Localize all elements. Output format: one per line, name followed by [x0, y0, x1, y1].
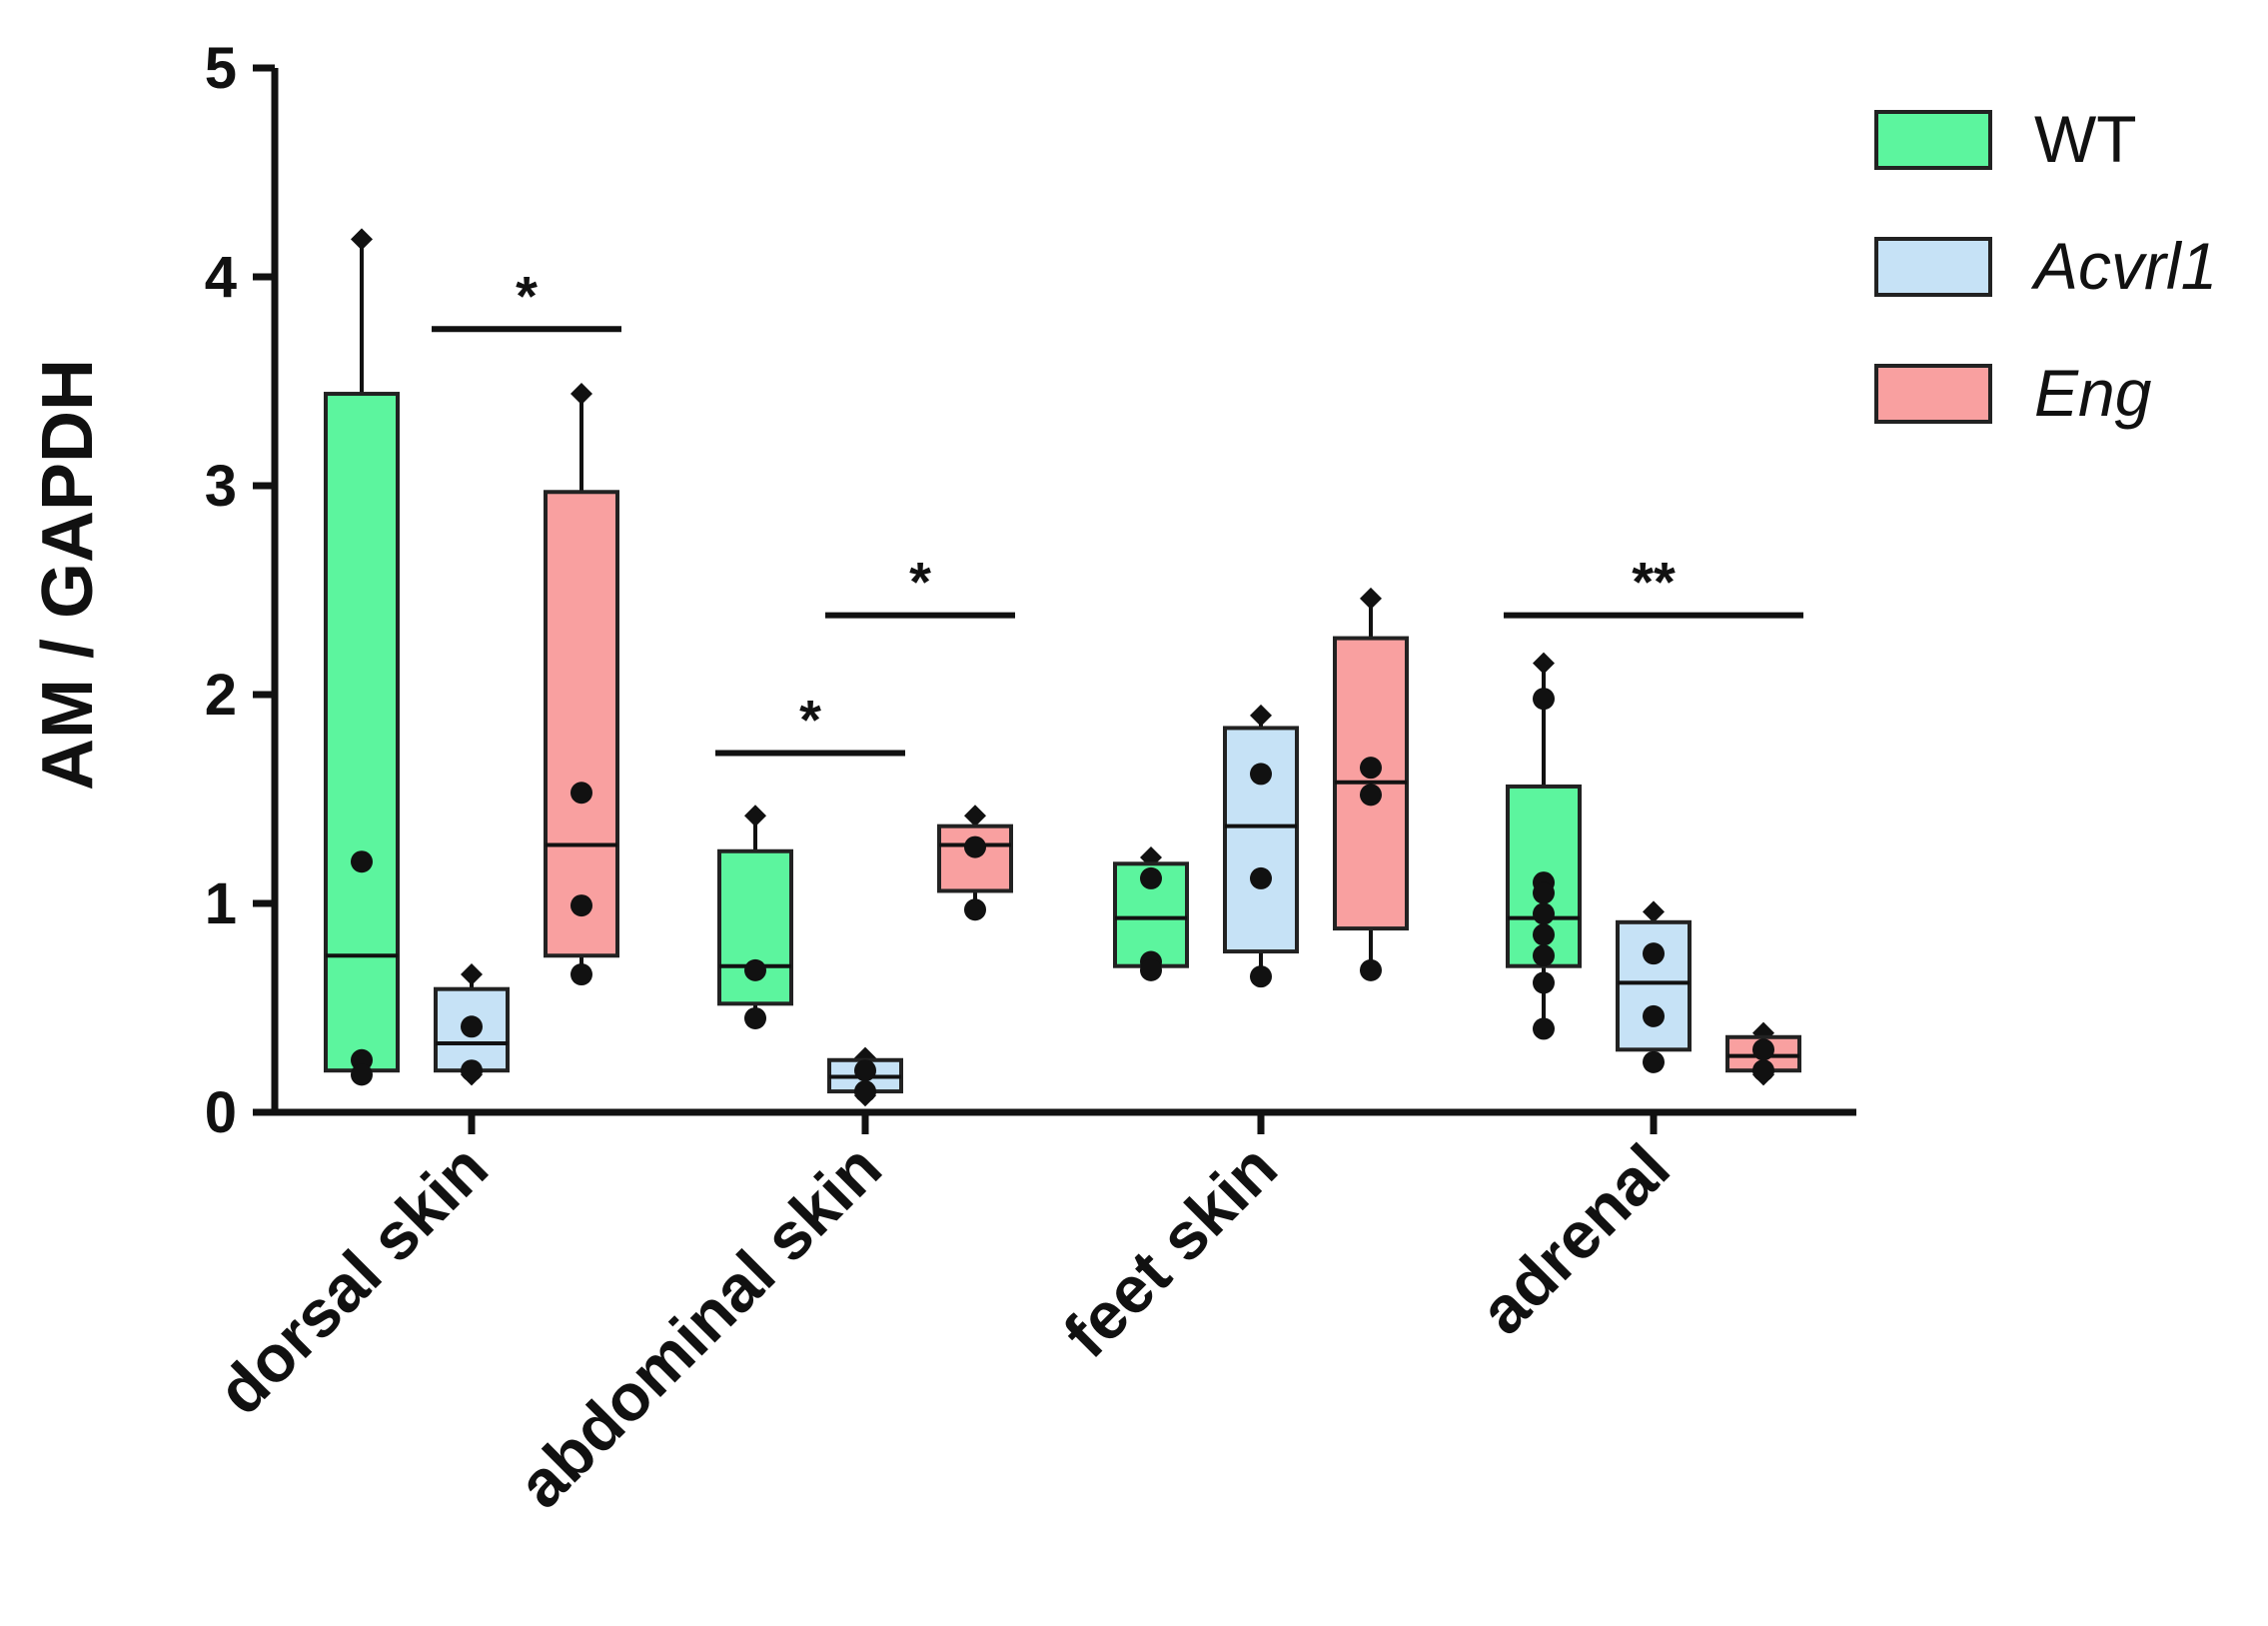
data-point — [1533, 971, 1555, 994]
data-point — [1533, 923, 1555, 946]
whisker-cap — [570, 383, 592, 406]
box-wt-3 — [1506, 652, 1582, 1040]
data-point — [461, 1015, 483, 1038]
whisker-cap — [1250, 704, 1272, 727]
data-point — [1643, 942, 1665, 965]
box-rect — [544, 490, 619, 958]
data-point — [570, 963, 592, 986]
significance-label: * — [909, 551, 931, 614]
box-wt-2 — [1113, 846, 1189, 981]
legend-label: Acvrl1 — [2030, 229, 2217, 303]
data-point — [570, 782, 592, 805]
axes: 0 1 2 3 4 5 — [205, 36, 1856, 1145]
whisker-cap — [351, 228, 373, 251]
data-point — [1533, 688, 1555, 711]
data-point — [964, 898, 986, 921]
legend-swatch — [1874, 237, 1992, 297]
y-tick-label: 5 — [205, 36, 237, 101]
whisker-cap — [1533, 652, 1555, 675]
box-acvrl1-0 — [434, 963, 510, 1086]
data-point — [1533, 944, 1555, 967]
y-tick-label: 3 — [205, 454, 237, 519]
box-eng-1 — [937, 805, 1013, 921]
data-point — [1752, 1059, 1774, 1082]
y-tick-label: 2 — [205, 663, 237, 728]
whisker-cap — [1360, 587, 1382, 610]
legend-item-eng: Eng — [1874, 356, 2152, 430]
data-point — [1533, 1017, 1555, 1040]
data-point — [1643, 1004, 1665, 1027]
significance-label: ** — [1632, 551, 1676, 614]
significance-label: * — [799, 689, 821, 752]
y-tick-label: 0 — [205, 1080, 237, 1145]
box-eng-3 — [1725, 1021, 1801, 1086]
legend-label: WT — [2034, 102, 2137, 176]
y-axis-label: AM / GAPDH — [28, 359, 108, 791]
box-rect — [937, 823, 1013, 893]
data-point — [1250, 763, 1272, 786]
data-point — [964, 835, 986, 858]
box-wt-1 — [717, 805, 793, 1029]
legend-label: Eng — [2034, 356, 2152, 430]
significance-label: * — [516, 264, 538, 327]
category-label: dorsal skin — [203, 1130, 502, 1429]
legend-item-acvrl1: Acvrl1 — [1874, 229, 2217, 303]
box-eng-2 — [1333, 587, 1409, 981]
legend-item-wt: WT — [1874, 102, 2137, 176]
data-point — [854, 1059, 876, 1082]
category-labels: dorsal skin abdominal skin feet skin adrena… — [203, 1130, 1684, 1522]
whisker-cap — [1643, 900, 1665, 923]
series-acvrl1 — [434, 704, 1692, 1107]
data-point — [570, 894, 592, 917]
box-acvrl1-3 — [1616, 900, 1692, 1073]
series-eng — [544, 383, 1801, 1086]
data-point — [744, 958, 766, 981]
box-rect — [324, 392, 400, 1073]
legend-swatch — [1874, 110, 1992, 170]
box-wt-0 — [324, 228, 400, 1086]
data-point — [1360, 958, 1382, 981]
data-point — [1752, 1038, 1774, 1061]
y-tick-label: 1 — [205, 871, 237, 936]
data-point — [1643, 1050, 1665, 1073]
y-tick-label: 4 — [205, 245, 237, 310]
box-rect — [1616, 919, 1692, 1052]
whisker-cap — [744, 805, 766, 827]
significance-brackets: *** ** — [432, 264, 1803, 757]
data-point — [854, 1080, 876, 1103]
data-point — [1250, 965, 1272, 988]
category-label: abdominal skin — [504, 1130, 895, 1522]
box-rect — [1223, 726, 1299, 954]
data-point — [1360, 784, 1382, 807]
legend: WT Acvrl1 Eng — [1874, 102, 2217, 430]
data-point — [1250, 866, 1272, 889]
category-label: adrenal — [1466, 1130, 1684, 1348]
plot-area — [324, 228, 1801, 1107]
whisker-cap — [461, 963, 483, 986]
box-acvrl1-2 — [1223, 704, 1299, 988]
box-acvrl1-1 — [827, 1046, 903, 1107]
legend-swatch — [1874, 364, 1992, 424]
data-point — [1533, 902, 1555, 925]
data-point — [1533, 881, 1555, 904]
y-axis-label-group: AM / GAPDH — [28, 359, 108, 791]
data-point — [744, 1006, 766, 1029]
whisker-cap — [964, 805, 986, 827]
series-wt — [324, 228, 1582, 1086]
box-eng-0 — [544, 383, 619, 986]
data-point — [461, 1059, 483, 1082]
data-point — [1140, 958, 1162, 981]
category-label: feet skin — [1049, 1130, 1291, 1372]
data-point — [1360, 757, 1382, 780]
data-point — [351, 850, 373, 873]
data-point — [351, 1063, 373, 1086]
data-point — [1140, 866, 1162, 889]
